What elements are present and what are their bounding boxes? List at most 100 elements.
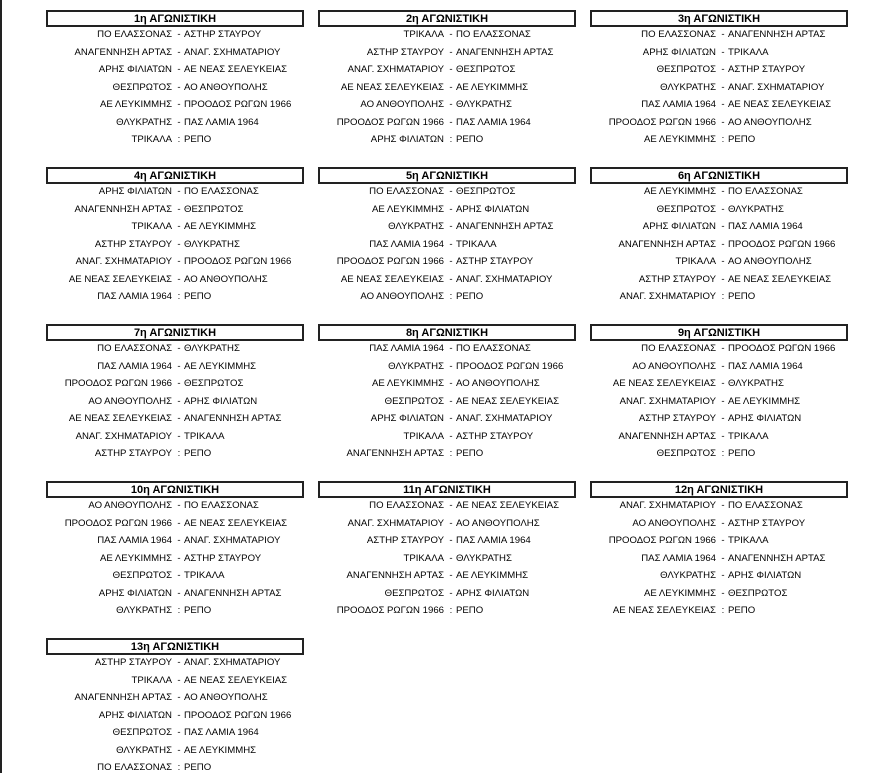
separator: - <box>177 378 181 389</box>
separator: - <box>449 570 453 581</box>
away-team: ΘΕΣΠΡΩΤΟΣ <box>184 378 244 389</box>
away-team: ΠΟ ΕΛΑΣΣΟΝΑΣ <box>184 186 259 197</box>
away-team: ΑΣΤΗΡ ΣΤΑΥΡΟΥ <box>728 517 806 529</box>
separator: : <box>721 448 725 459</box>
separator: - <box>177 587 181 599</box>
away-team: ΤΡΙΚΑΛΑ <box>728 430 769 442</box>
away-team: ΑΝΑΓΕΝΝΗΣΗ ΑΡΤΑΣ <box>184 413 282 424</box>
away-team: ΑΡΗΣ ΦΙΛΙΑΤΩΝ <box>456 587 530 599</box>
separator: - <box>721 64 725 75</box>
separator: - <box>721 186 725 197</box>
separator: - <box>721 273 725 285</box>
separator: - <box>721 81 725 93</box>
round-title: 5η ΑΓΩΝΙΣΤΙΚΗ <box>318 167 576 184</box>
home-team: ΑΣΤΗΡ ΣΤΑΥΡΟΥ <box>94 657 172 668</box>
home-team: ΤΡΙΚΑΛΑ <box>403 29 444 40</box>
home-team: ΘΛΥΚΡΑΤΗΣ <box>388 221 444 232</box>
away-team: ΠΟ ΕΛΑΣΣΟΝΑΣ <box>728 186 803 197</box>
home-team: ΑΕ ΛΕΥΚΙΜΜΗΣ <box>371 378 444 389</box>
home-team: ΑΟ ΑΝΘΟΥΠΟΛΗΣ <box>360 99 444 110</box>
separator: : <box>177 134 181 145</box>
home-team: ΠΑΣ ΛΑΜΙΑ 1964 <box>369 343 444 354</box>
separator: - <box>177 99 181 110</box>
home-team: ΘΛΥΚΡΑΤΗΣ <box>388 360 444 372</box>
separator: : <box>721 291 725 302</box>
separator: - <box>177 273 181 285</box>
separator: - <box>721 535 725 546</box>
home-team: ΑΝΑΓΕΝΝΗΣΗ ΑΡΤΑΣ <box>74 203 172 215</box>
home-team: ΑΝΑΓΕΝΝΗΣΗ ΑΡΤΑΣ <box>618 430 716 442</box>
home-team: ΘΛΥΚΡΑΤΗΣ <box>660 570 716 581</box>
separator: - <box>721 238 725 250</box>
away-team: ΑΝΑΓ. ΣΧΗΜΑΤΑΡΙΟΥ <box>728 81 825 93</box>
separator: - <box>177 517 181 529</box>
away-team: ΠΟ ΕΛΑΣΣΟΝΑΣ <box>184 500 259 511</box>
separator: - <box>449 46 453 58</box>
away-team: ΑΕ ΝΕΑΣ ΣΕΛΕΥΚΕΙΑΣ <box>728 273 832 285</box>
home-team: ΠΟ ΕΛΑΣΣΟΝΑΣ <box>97 343 172 354</box>
round-title: 1η ΑΓΩΝΙΣΤΙΚΗ <box>46 10 304 27</box>
away-team: ΠΡΟΟΔΟΣ ΡΩΓΩΝ 1966 <box>728 238 836 250</box>
away-team: ΑΕ ΝΕΑΣ ΣΕΛΕΥΚΕΙΑΣ <box>456 395 560 407</box>
away-team: ΠΡΟΟΔΟΣ ΡΩΓΩΝ 1966 <box>184 99 292 110</box>
home-team: ΑΕ ΛΕΥΚΙΜΜΗΣ <box>643 186 716 197</box>
separator: - <box>721 256 725 267</box>
away-team: ΑΕ ΛΕΥΚΙΜΜΗΣ <box>728 395 801 407</box>
separator: - <box>721 430 725 442</box>
away-team: ΑΝΑΓΕΝΝΗΣΗ ΑΡΤΑΣ <box>456 46 554 58</box>
home-team: ΠΟ ΕΛΑΣΣΟΝΑΣ <box>369 500 444 511</box>
home-team: ΘΕΣΠΡΩΤΟΣ <box>656 448 716 459</box>
separator: : <box>449 605 453 616</box>
round-title: 8η ΑΓΩΝΙΣΤΙΚΗ <box>318 324 576 341</box>
separator: - <box>177 500 181 511</box>
away-team: ΑΝΑΓΕΝΝΗΣΗ ΑΡΤΑΣ <box>456 221 554 232</box>
away-team: ΑΟ ΑΝΘΟΥΠΟΛΗΣ <box>728 256 812 267</box>
home-team: ΑΕ ΝΕΑΣ ΣΕΛΕΥΚΕΙΑΣ <box>68 273 172 285</box>
home-team: ΠΑΣ ΛΑΜΙΑ 1964 <box>97 291 172 302</box>
home-team: ΘΛΥΚΡΑΤΗΣ <box>116 605 172 616</box>
home-team: ΘΕΣΠΡΩΤΟΣ <box>112 81 172 93</box>
separator: - <box>449 552 453 564</box>
away-team: ΑΝΑΓΕΝΝΗΣΗ ΑΡΤΑΣ <box>728 29 826 40</box>
home-team: ΘΛΥΚΡΑΤΗΣ <box>660 81 716 93</box>
away-team: ΑΣΤΗΡ ΣΤΑΥΡΟΥ <box>456 256 534 267</box>
separator: - <box>449 238 453 250</box>
away-team: ΤΡΙΚΑΛΑ <box>456 238 497 250</box>
away-team: ΘΕΣΠΡΩΤΟΣ <box>728 587 788 599</box>
home-team: ΘΕΣΠΡΩΤΟΣ <box>384 587 444 599</box>
separator: - <box>449 413 453 424</box>
separator: - <box>177 256 181 267</box>
separator: - <box>177 221 181 232</box>
home-team: ΑΡΗΣ ΦΙΛΙΑΤΩΝ <box>98 587 172 599</box>
home-team: ΠΡΟΟΔΟΣ ΡΩΓΩΝ 1966 <box>64 378 172 389</box>
home-team: ΠΡΟΟΔΟΣ ΡΩΓΩΝ 1966 <box>608 116 716 128</box>
round-title: 6η ΑΓΩΝΙΣΤΙΚΗ <box>590 167 848 184</box>
separator: - <box>721 587 725 599</box>
home-team: ΤΡΙΚΑΛΑ <box>131 221 172 232</box>
away-team: ΡΕΠΟ <box>184 134 212 145</box>
home-team: ΑΕ ΝΕΑΣ ΣΕΛΕΥΚΕΙΑΣ <box>340 273 444 285</box>
separator: - <box>177 535 181 546</box>
home-team: ΘΛΥΚΡΑΤΗΣ <box>116 744 172 756</box>
separator: - <box>449 535 453 546</box>
separator: - <box>177 203 181 215</box>
separator: : <box>449 134 453 145</box>
away-team: ΠΟ ΕΛΑΣΣΟΝΑΣ <box>456 29 531 40</box>
away-team: ΑΟ ΑΝΘΟΥΠΟΛΗΣ <box>184 692 268 703</box>
home-team: ΑΕ ΝΕΑΣ ΣΕΛΕΥΚΕΙΑΣ <box>612 605 716 616</box>
round-title: 11η ΑΓΩΝΙΣΤΙΚΗ <box>318 481 576 498</box>
separator: - <box>449 273 453 285</box>
away-team: ΡΕΠΟ <box>728 291 756 302</box>
home-team: ΑΕ ΛΕΥΚΙΜΜΗΣ <box>99 552 172 564</box>
home-team: ΑΣΤΗΡ ΣΤΑΥΡΟΥ <box>638 413 716 424</box>
separator: - <box>177 674 181 686</box>
away-team: ΠΑΣ ΛΑΜΙΑ 1964 <box>456 535 531 546</box>
home-team: ΑΟ ΑΝΘΟΥΠΟΛΗΣ <box>632 517 716 529</box>
away-team: ΑΟ ΑΝΘΟΥΠΟΛΗΣ <box>184 273 268 285</box>
home-team: ΑΡΗΣ ΦΙΛΙΑΤΩΝ <box>98 186 172 197</box>
home-team: ΑΕ ΝΕΑΣ ΣΕΛΕΥΚΕΙΑΣ <box>612 378 716 389</box>
home-team: ΠΟ ΕΛΑΣΣΟΝΑΣ <box>641 29 716 40</box>
separator: - <box>721 343 725 354</box>
away-team: ΑΝΑΓΕΝΝΗΣΗ ΑΡΤΑΣ <box>184 587 282 599</box>
